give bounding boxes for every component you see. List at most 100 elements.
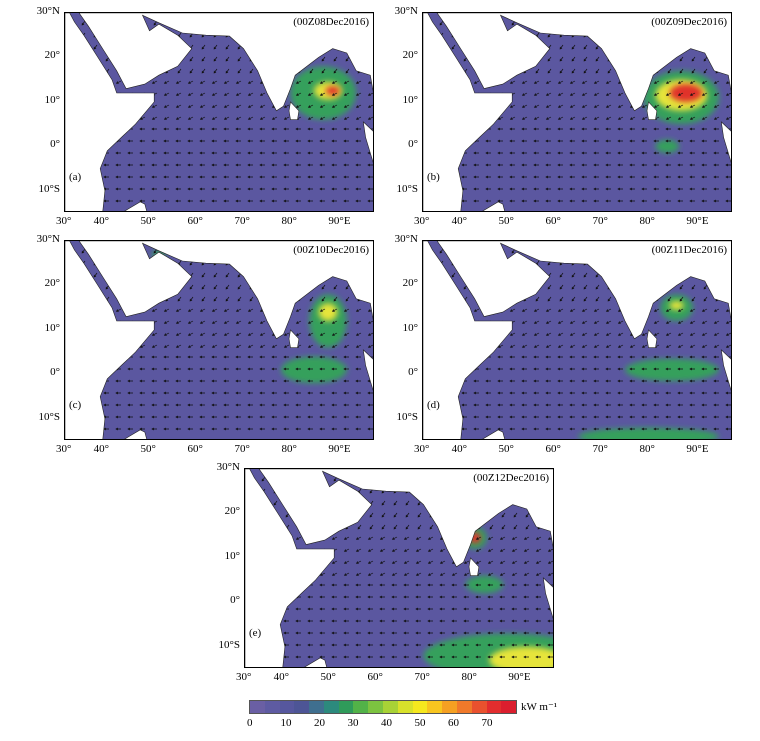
latitude-label: 30°N [216, 461, 240, 473]
map-svg-c [65, 241, 373, 439]
land-mass [304, 657, 327, 667]
energy-blob-green [655, 139, 679, 153]
colorbar-swatch [309, 701, 324, 713]
energy-blob-yellow [669, 301, 684, 310]
land-mass [362, 349, 373, 392]
longitude-label: 30° [414, 215, 430, 227]
land-mass [720, 121, 731, 164]
longitude-label: 90°E [328, 215, 351, 227]
map-svg-e [245, 469, 553, 667]
latitude-label: 10° [224, 549, 240, 562]
land-mass [78, 13, 373, 112]
latitude-label: 20° [402, 277, 418, 290]
land-mass [482, 201, 505, 211]
colorbar-swatch [486, 701, 502, 713]
map-svg-b [423, 13, 731, 211]
longitude-label: 70° [234, 443, 250, 455]
longitude-label: 40° [93, 443, 109, 455]
latitude-label: 10°S [38, 182, 60, 195]
colorbar-tick-label: 40 [381, 717, 392, 729]
land-mass [124, 201, 147, 211]
colorbar-swatch [294, 701, 310, 713]
land-mass [423, 13, 513, 211]
colorbar-tick-label: 50 [414, 717, 426, 729]
longitude-label: 90°E [508, 671, 531, 683]
colorbar-swatch [471, 701, 487, 713]
colorbar-tick-label: 20 [314, 717, 325, 729]
panel-timestamp: (00Z08Dec2016) [293, 16, 369, 28]
latitude-label: 10° [402, 93, 418, 106]
land-mass [482, 429, 505, 439]
colorbar-swatch [397, 701, 413, 713]
panel-letter: (e) [249, 627, 262, 639]
land-mass [258, 469, 553, 568]
energy-blob-yellow [318, 303, 338, 321]
latitude-label: 10° [402, 321, 418, 334]
latitude-label: 0° [408, 366, 418, 379]
longitude-label: 90°E [686, 215, 709, 227]
land-mass [436, 13, 731, 112]
longitude-label: 80° [639, 215, 655, 227]
energy-blob-red [325, 86, 340, 96]
latitude-label: 10° [44, 93, 60, 106]
land-mass [288, 329, 300, 348]
latitude-label: 0° [50, 138, 60, 151]
longitude-label: 70° [414, 671, 430, 683]
panel-timestamp: (00Z12Dec2016) [473, 472, 549, 484]
map-panel-a: (00Z08Dec2016) (a) [64, 12, 374, 212]
colorbar-swatch [338, 701, 354, 713]
colorbar-tick-label: 70 [481, 717, 493, 729]
colorbar-swatch [353, 701, 369, 713]
energy-blob-green [578, 427, 719, 439]
map-svg-a [65, 13, 373, 211]
longitude-label: 60° [367, 671, 383, 683]
longitude-label: 80° [281, 443, 297, 455]
panel-timestamp: (00Z10Dec2016) [293, 244, 369, 256]
panel-letter: (c) [69, 399, 82, 411]
longitude-label: 40° [451, 443, 467, 455]
land-mass [720, 349, 731, 392]
colorbar-swatch [442, 701, 457, 713]
land-mass [78, 241, 373, 340]
latitude-label: 10°S [396, 410, 418, 423]
longitude-label: 70° [234, 215, 250, 227]
longitude-label: 30° [56, 215, 72, 227]
latitude-label: 20° [44, 277, 60, 290]
map-panel-b: (00Z09Dec2016) (b) [422, 12, 732, 212]
colorbar-swatch [412, 701, 428, 713]
panel-letter: (d) [427, 399, 440, 411]
land-mass [436, 241, 731, 340]
longitude-label: 80° [281, 215, 297, 227]
land-mass [288, 101, 300, 120]
longitude-label: 90°E [328, 443, 351, 455]
latitude-label: 20° [402, 49, 418, 62]
colorbar-swatch [368, 701, 384, 713]
energy-blob-green [309, 294, 347, 348]
land-mass [542, 577, 553, 620]
land-mass [646, 101, 658, 120]
land-mass [65, 13, 155, 211]
longitude-label: 40° [93, 215, 109, 227]
land-mass [468, 557, 480, 576]
longitude-label: 80° [639, 443, 655, 455]
longitude-label: 30° [56, 443, 72, 455]
latitude-label: 10° [44, 321, 60, 334]
longitude-label: 30° [414, 443, 430, 455]
longitude-label: 90°E [686, 443, 709, 455]
panel-timestamp: (00Z11Dec2016) [651, 244, 727, 256]
longitude-label: 60° [545, 443, 561, 455]
latitude-label: 0° [230, 594, 240, 607]
longitude-label: 50° [320, 671, 336, 683]
latitude-label: 20° [44, 49, 60, 62]
latitude-label: 30°N [394, 5, 418, 17]
energy-blob-red [669, 84, 703, 102]
energy-blob-green [624, 358, 719, 381]
longitude-label: 40° [273, 671, 289, 683]
land-mass [124, 429, 147, 439]
latitude-label: 0° [408, 138, 418, 151]
panel-letter: (b) [427, 171, 440, 183]
land-mass [423, 241, 513, 439]
land-mass [646, 329, 658, 348]
map-svg-d [423, 241, 731, 439]
latitude-label: 10°S [218, 638, 240, 651]
